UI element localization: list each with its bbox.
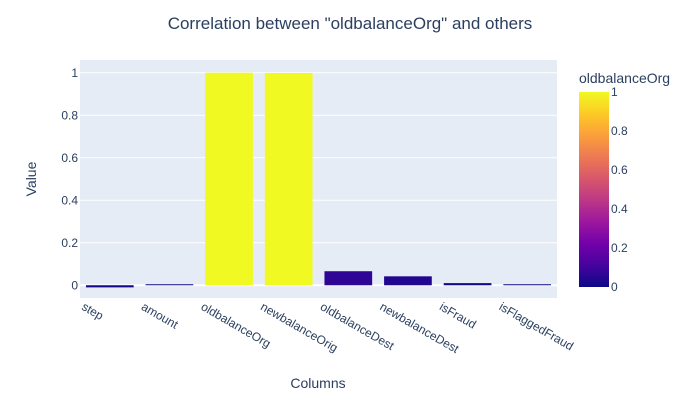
y-tick-label: 0.6 <box>61 151 78 165</box>
colorbar-tick-label: 0.4 <box>611 202 628 216</box>
colorbar <box>579 92 609 287</box>
colorbar-tick-label: 0.8 <box>611 124 628 138</box>
bar-oldbalanceOrg[interactable] <box>205 72 253 286</box>
y-tick-label: 0 <box>71 278 78 292</box>
bar-newbalanceDest[interactable] <box>384 276 432 286</box>
bars <box>85 72 552 288</box>
x-tick-label: amount <box>139 299 181 331</box>
chart-title: Correlation between "oldbalanceOrg" and … <box>168 14 533 33</box>
bar-oldbalanceDest[interactable] <box>324 271 373 286</box>
bar-isFraud[interactable] <box>443 283 492 286</box>
plot-area <box>80 60 557 298</box>
colorbar-tick-label: 1 <box>611 85 618 99</box>
colorbar-title: oldbalanceOrg <box>579 70 670 86</box>
y-tick-label: 0.2 <box>61 236 78 250</box>
y-tick-label: 1 <box>71 66 78 80</box>
x-axis-ticks: step amount oldbalanceOrgnewbalanceOrigold… <box>79 299 576 356</box>
colorbar-tick-label: 0.2 <box>611 241 628 255</box>
x-tick-label: isFlaggedFraud <box>497 299 576 353</box>
x-tick-label: step <box>79 299 106 323</box>
colorbar-tick-label: 0 <box>611 280 618 294</box>
bar-isFlaggedFraud[interactable] <box>503 284 552 286</box>
bar-amount[interactable] <box>145 284 194 286</box>
bar-step[interactable] <box>85 285 134 288</box>
y-tick-label: 0.4 <box>61 193 78 207</box>
bar-newbalanceOrig[interactable] <box>264 72 313 286</box>
colorbar-tick-label: 0.6 <box>611 163 628 177</box>
y-axis-ticks: 0 0.2 0.4 0.6 0.8 1 <box>61 66 78 293</box>
y-tick-label: 0.8 <box>61 108 78 122</box>
x-tick-label: isFraud <box>437 299 479 331</box>
x-axis-title: Columns <box>290 375 345 391</box>
colorbar-ticks: 0 0.2 0.4 0.6 0.8 1 <box>611 85 628 294</box>
y-axis-title: Value <box>23 161 39 196</box>
